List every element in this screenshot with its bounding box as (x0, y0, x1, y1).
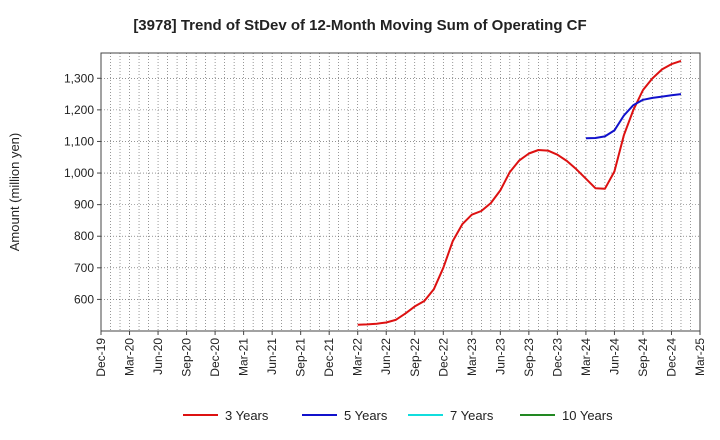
x-tick-label: Dec-24 (664, 338, 678, 377)
x-tick-label: Jun-21 (265, 338, 279, 375)
x-tick-label: Dec-22 (436, 338, 450, 377)
x-tick-label: Dec-20 (208, 338, 222, 377)
y-tick-label: 1,100 (64, 134, 94, 148)
y-tick-label: 900 (74, 198, 94, 212)
plot-area (100, 52, 701, 332)
x-tick-label: Sep-22 (408, 338, 422, 377)
y-tick-label: 800 (74, 229, 94, 243)
x-tick-label: Dec-21 (322, 338, 336, 377)
x-tick-label: Dec-23 (550, 338, 564, 377)
x-tick-label: Mar-24 (579, 338, 593, 376)
y-axis-label: Amount (million yen) (7, 133, 22, 252)
x-tick-label: Mar-25 (693, 338, 707, 376)
x-tick-label: Sep-21 (294, 338, 308, 377)
x-tick-label: Dec-19 (94, 338, 108, 377)
y-tick-label: 1,200 (64, 103, 94, 117)
legend-label: 5 Years (344, 408, 388, 423)
x-tick-label: Mar-22 (351, 338, 365, 376)
x-tick-label: Jun-23 (493, 338, 507, 375)
y-tick-label: 700 (74, 261, 94, 275)
x-tick-label: Sep-20 (180, 338, 194, 377)
x-tick-label: Sep-24 (636, 338, 650, 377)
series-lines (357, 59, 682, 326)
series-line-5-years (585, 93, 682, 140)
grid-lines (101, 53, 700, 331)
chart-title: [3978] Trend of StDev of 12-Month Moving… (133, 17, 586, 34)
x-tick-label: Mar-21 (237, 338, 251, 376)
x-tick-label: Sep-23 (522, 338, 536, 377)
x-tick-label: Jun-22 (379, 338, 393, 375)
x-tick-label: Jun-24 (607, 338, 621, 375)
y-tick-label: 1,000 (64, 166, 94, 180)
y-axis: 600 700 800 900 1,000 1,100 1,200 1,300 (64, 71, 101, 306)
x-axis: Dec-19 Mar-20 Jun-20 Sep-20 Dec-20 Mar-21 Jun-… (94, 331, 707, 377)
y-tick-label: 1,300 (64, 71, 94, 85)
y-tick-label: 600 (74, 292, 94, 306)
legend-label: 7 Years (450, 408, 494, 423)
legend-label: 3 Years (225, 408, 269, 423)
x-tick-label: Jun-20 (151, 338, 165, 375)
legend: 3 Years 5 Years 7 Years 10 Years (183, 408, 613, 423)
legend-label: 10 Years (562, 408, 613, 423)
x-tick-label: Mar-20 (123, 338, 137, 376)
series-line-3-years (357, 59, 682, 326)
x-tick-label: Mar-23 (465, 338, 479, 376)
